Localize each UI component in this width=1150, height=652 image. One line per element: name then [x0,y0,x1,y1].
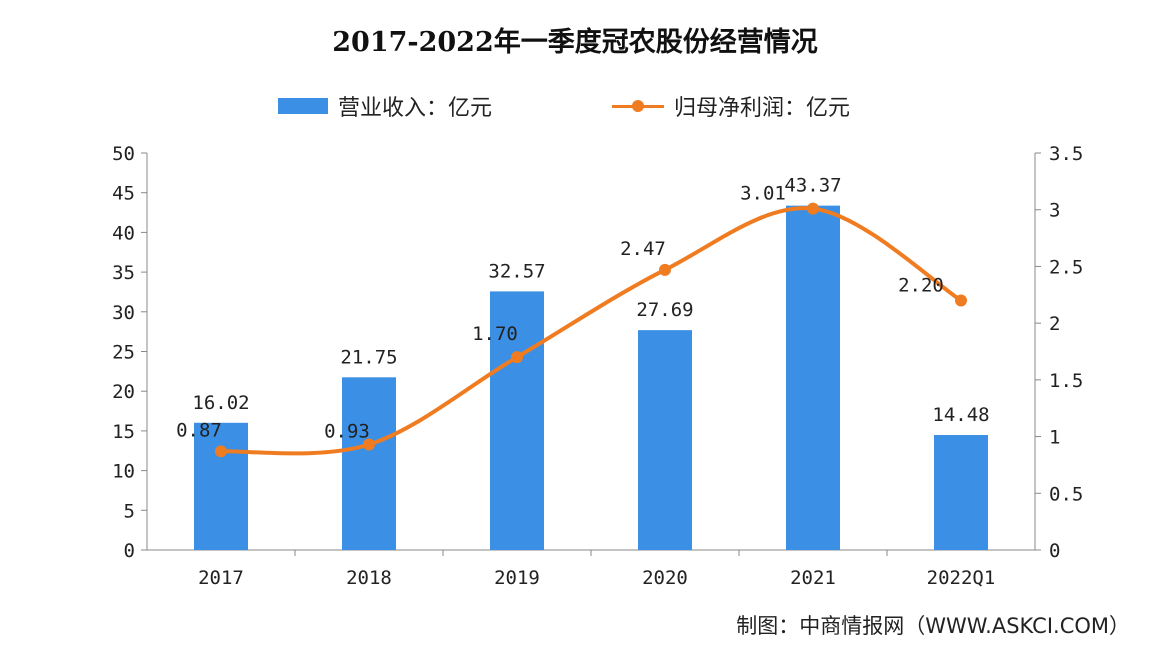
bar-revenue [490,291,544,550]
left-tick-label: 45 [112,183,135,205]
legend-label-profit: 归母净利润：亿元 [674,96,851,121]
right-tick-label: 0.5 [1049,483,1083,505]
bar-revenue [194,422,248,550]
x-tick-label: 2020 [642,567,688,589]
line-data-label: 1.70 [472,323,518,345]
x-tick-label: 2018 [346,567,392,589]
legend-bar-swatch [278,98,328,114]
right-tick-label: 3 [1049,200,1060,222]
line-data-label: 2.20 [898,274,944,296]
x-tick-label: 2017 [198,567,244,589]
left-tick-label: 10 [112,461,135,483]
left-tick-label: 25 [112,342,135,364]
line-data-label: 3.01 [740,183,786,205]
bar-data-label: 43.37 [784,175,841,197]
bar-data-label: 16.02 [192,392,249,414]
bar-data-label: 14.48 [932,404,989,426]
right-tick-label: 1.5 [1049,370,1083,392]
left-tick-label: 20 [112,381,135,403]
line-data-label: 2.47 [620,238,666,260]
line-point-profit [955,294,967,307]
line-data-label: 0.87 [176,419,222,441]
right-tick-label: 3.5 [1049,143,1083,165]
left-tick-label: 0 [124,540,135,562]
bar-revenue [342,377,396,550]
legend-line-swatch [612,98,664,114]
legend-item-profit: 归母净利润：亿元 [612,90,850,122]
bar-revenue [638,330,692,550]
x-tick-label: 2021 [790,567,836,589]
legend-label-revenue: 营业收入：亿元 [338,96,493,121]
line-point-profit [511,351,523,364]
left-tick-label: 15 [112,421,135,443]
left-tick-label: 30 [112,302,135,324]
bar-revenue [934,435,988,550]
right-tick-label: 0 [1049,540,1060,562]
legend-item-revenue: 营业收入：亿元 [278,90,492,122]
line-point-profit [659,263,671,276]
right-tick-label: 2.5 [1049,256,1083,278]
line-point-profit [363,438,375,451]
line-point-profit [215,445,227,458]
bar-data-label: 32.57 [488,260,545,282]
x-tick-label: 2019 [494,567,540,589]
left-tick-label: 5 [124,500,135,522]
right-tick-label: 2 [1049,313,1060,335]
bar-data-label: 21.75 [340,346,397,368]
left-tick-label: 50 [112,143,135,165]
left-tick-label: 40 [112,222,135,244]
line-point-profit [807,202,819,215]
chart-title: 2017-2022年一季度冠农股份经营情况 [332,27,818,58]
right-tick-label: 1 [1049,427,1060,449]
left-tick-label: 35 [112,262,135,284]
x-tick-label: 2022Q1 [927,567,996,589]
line-profit [220,206,963,456]
bar-revenue [786,205,840,550]
line-data-label: 0.93 [324,421,370,443]
bar-data-label: 27.69 [636,299,693,321]
footer-source: 制图：中商情报网（WWW.ASKCI.COM） [736,614,1130,638]
